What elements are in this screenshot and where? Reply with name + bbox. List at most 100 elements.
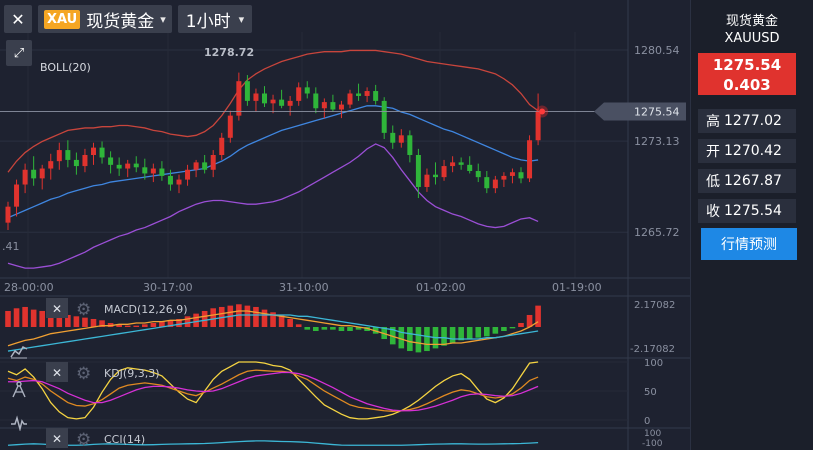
- stat-value: 1275.54: [724, 203, 782, 219]
- close-icon: ✕: [52, 302, 62, 316]
- candle-body: [381, 100, 387, 133]
- candle-body: [270, 99, 276, 104]
- macd-bar: [65, 314, 71, 327]
- macd-bar: [107, 322, 114, 327]
- indicator-chart-icon[interactable]: [6, 340, 32, 362]
- candle-body: [39, 168, 45, 179]
- macd-bar: [458, 327, 464, 341]
- kdj-axis-label: 100: [644, 358, 663, 369]
- expand-button[interactable]: ⤢: [6, 40, 32, 66]
- macd-bar: [330, 327, 336, 330]
- candle-body: [407, 135, 413, 155]
- kdj-axis-label: 0: [644, 416, 650, 427]
- candle-body: [535, 111, 541, 141]
- macd-bar: [176, 318, 182, 327]
- price-axis-label: 1265.72: [634, 226, 680, 239]
- macd-bar: [270, 312, 276, 327]
- cci-axis-label: 100: [644, 429, 661, 439]
- macd-bar: [90, 318, 97, 327]
- time-axis-label: 30-17:00: [143, 281, 193, 294]
- candle-body: [287, 100, 293, 106]
- macd-axis-bottom: -2.17082: [630, 344, 675, 355]
- macd-bar: [124, 325, 131, 327]
- current-price-tag: 1275.54: [634, 105, 680, 118]
- price-change: 0.403: [723, 76, 771, 94]
- high-marker: 1278.72: [204, 46, 254, 59]
- boll-upper-line: [7, 49, 539, 173]
- macd-bar: [535, 305, 541, 327]
- waveform-tool-icon[interactable]: [6, 412, 32, 434]
- macd-bar: [133, 325, 140, 327]
- candle-body: [202, 162, 208, 170]
- macd-bar: [22, 306, 28, 327]
- candle-body: [475, 170, 481, 178]
- candle-body: [518, 172, 524, 179]
- candle-body: [244, 81, 250, 101]
- time-axis-label: 01-19:00: [552, 281, 602, 294]
- candle-body: [424, 174, 430, 187]
- indicator-close-button: [46, 428, 68, 448]
- candle-body: [441, 166, 447, 178]
- macd-bar: [210, 308, 216, 327]
- candle-body: [65, 150, 71, 160]
- candle-body: [253, 93, 259, 101]
- current-price-dot: [539, 108, 546, 115]
- macd-bar: [39, 310, 45, 327]
- candle-body: [450, 162, 456, 167]
- candle-body: [458, 162, 464, 165]
- drawing-tool-icon[interactable]: [6, 378, 32, 400]
- kdj-label: KDJ(9,3,3): [104, 367, 160, 380]
- macd-bar: [304, 327, 311, 330]
- candle-body: [167, 175, 173, 185]
- timeframe-selector[interactable]: 1小时 ▾: [177, 5, 253, 33]
- candle-body: [330, 102, 336, 110]
- macd-bar: [475, 327, 482, 338]
- symbol-selector[interactable]: XAU 现货黄金 ▾: [38, 5, 172, 33]
- macd-bar: [321, 327, 328, 330]
- macd-axis-top: 2.17082: [634, 300, 675, 311]
- candle-body: [193, 162, 199, 170]
- chart-canvas[interactable]: 1275.54 1280.54 1273.13 1265.72 BOLL(20) 1278…: [0, 0, 690, 450]
- bar-chart-icon: [10, 346, 28, 359]
- forecast-button[interactable]: 行情预测: [701, 228, 797, 260]
- macd-bar: [159, 321, 165, 327]
- candle-body: [108, 157, 114, 165]
- candle-body: [467, 164, 473, 171]
- quote-symbol-code: XAUUSD: [724, 31, 780, 46]
- candle-body: [176, 179, 182, 185]
- macd-bar: [150, 322, 157, 327]
- quote-symbol-name: 现货黄金: [725, 14, 778, 29]
- candle-body: [279, 99, 285, 106]
- candle-body: [338, 104, 344, 110]
- candle-body: [14, 184, 20, 207]
- candle-body: [373, 91, 379, 101]
- chart-area[interactable]: 1275.54 1280.54 1273.13 1265.72 BOLL(20) 1278…: [0, 0, 691, 450]
- candle-body: [398, 135, 404, 143]
- macd-bar: [99, 320, 105, 327]
- price-axis-label: 1273.13: [634, 135, 680, 148]
- chart-toolbar: ✕ XAU 现货黄金 ▾ 1小时 ▾: [4, 4, 253, 34]
- macd-bar: [501, 327, 507, 332]
- macd-bar: [236, 304, 242, 327]
- quote-panel: 现货黄金 XAUUSD 1275.54 0.403 高 1277.02 开 1270…: [691, 0, 813, 450]
- indicator-label: BOLL(20): [40, 61, 91, 74]
- stat-open: 开 1270.42: [698, 139, 796, 163]
- candle-body: [321, 102, 327, 109]
- candle-body: [99, 147, 105, 158]
- candle-body: [150, 168, 156, 174]
- close-button[interactable]: ✕: [4, 5, 32, 33]
- candle-body: [48, 161, 54, 169]
- gear-icon: ⚙: [76, 300, 91, 320]
- pulse-icon: [11, 415, 27, 431]
- price-axis-label: 1280.54: [634, 44, 680, 57]
- time-axis-label: 28-00:00: [4, 281, 54, 294]
- macd-label: MACD(12,26,9): [104, 303, 188, 316]
- timeframe-label: 1小时: [185, 11, 231, 32]
- macd-bar: [244, 305, 251, 327]
- left-partial-label: .41: [2, 240, 20, 253]
- macd-bar: [518, 322, 524, 327]
- chevron-down-icon: ▾: [238, 12, 245, 26]
- candle-body: [142, 167, 148, 174]
- macd-bar: [295, 324, 302, 327]
- candle-body: [185, 169, 191, 180]
